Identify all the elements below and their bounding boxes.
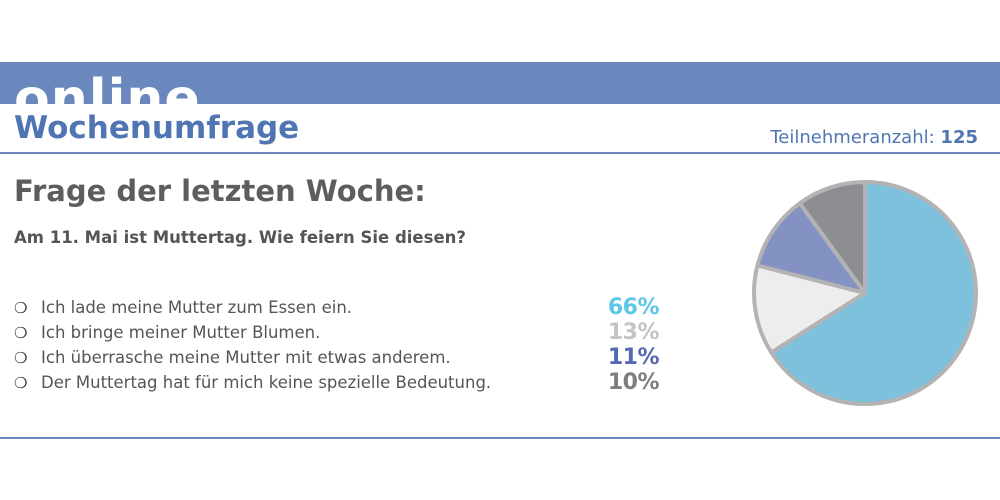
- header-band: online: [0, 62, 1000, 104]
- band-title: online: [14, 69, 201, 104]
- answer-list: ❍ Ich lade meine Mutter zum Essen ein. 66…: [14, 295, 660, 395]
- answer-item: ❍ Ich lade meine Mutter zum Essen ein. 66…: [14, 295, 660, 320]
- poll-subtitle: Wochenumfrage: [14, 110, 300, 146]
- answer-percent: 10%: [607, 370, 660, 395]
- answer-label: Ich bringe meiner Mutter Blumen.: [41, 323, 321, 342]
- question-text: Am 11. Mai ist Muttertag. Wie feiern Sie…: [14, 228, 466, 247]
- divider-bottom: [0, 437, 1000, 439]
- answer-label: Ich lade meine Mutter zum Essen ein.: [41, 298, 353, 317]
- answer-item: ❍ Ich überrasche meine Mutter mit etwas a…: [14, 345, 660, 370]
- pie-chart: [752, 180, 978, 406]
- radio-bullet-icon: ❍: [14, 349, 28, 367]
- radio-bullet-icon: ❍: [14, 324, 28, 342]
- answer-label: Der Muttertag hat für mich keine speziel…: [41, 373, 492, 392]
- question-title: Frage der letzten Woche:: [14, 174, 426, 208]
- answer-percent: 66%: [607, 295, 660, 320]
- pie-slice-1: [769, 180, 978, 406]
- answer-percent: 13%: [607, 320, 660, 345]
- answer-percent: 11%: [607, 345, 660, 370]
- radio-bullet-icon: ❍: [14, 299, 28, 317]
- answer-item: ❍ Ich bringe meiner Mutter Blumen. 13%: [14, 320, 660, 345]
- answer-label: Ich überrasche meine Mutter mit etwas an…: [41, 348, 451, 367]
- participant-number: 125: [940, 127, 978, 148]
- participant-count: Teilnehmeranzahl: 125: [770, 126, 978, 150]
- divider-top: [0, 152, 1000, 154]
- answer-item: ❍ Der Muttertag hat für mich keine spezie…: [14, 370, 660, 395]
- participant-label: Teilnehmeranzahl:: [770, 127, 935, 148]
- pie-slice-4: [797, 180, 867, 295]
- radio-bullet-icon: ❍: [14, 374, 28, 392]
